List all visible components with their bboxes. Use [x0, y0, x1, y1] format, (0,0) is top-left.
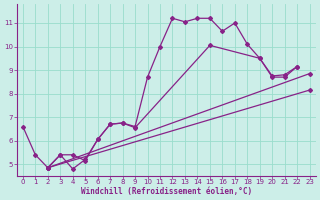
X-axis label: Windchill (Refroidissement éolien,°C): Windchill (Refroidissement éolien,°C)	[81, 187, 252, 196]
